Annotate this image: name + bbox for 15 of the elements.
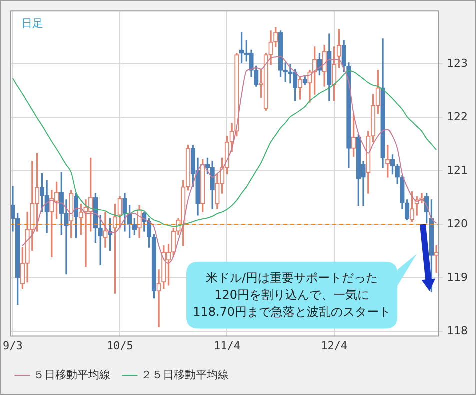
x-tick-label: 9/3 [3,339,23,352]
x-tick-label: 11/4 [214,339,241,352]
y-tick-label: 118 [447,324,468,338]
legend-label: ５日移動平均線 [34,368,110,382]
y-tick-label: 120 [447,217,468,230]
y-tick-label: 123 [447,56,468,70]
annotation: 米ドル/円は重要サポートだった 120円を割り込んで、一気に 118.70円まで急落と波乱のスタート [192,270,392,321]
x-tick-label: 12/4 [321,339,348,352]
y-tick-label: 121 [447,164,468,177]
y-tick-label: 122 [447,110,468,124]
annotation: 日足 [22,16,44,31]
legend-label: ２５日移動平均線 [141,368,229,382]
y-tick-label: 119 [447,270,468,284]
x-tick-label: 10/5 [106,339,134,352]
candlestick [156,270,162,328]
